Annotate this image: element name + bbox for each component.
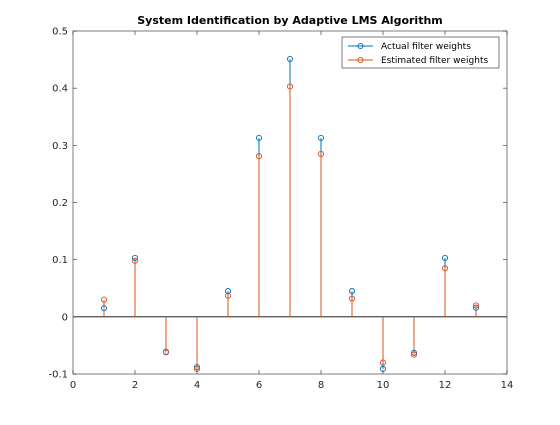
estimated-filter-weights-marker-5	[224, 292, 232, 299]
x-tick-label: 14	[501, 380, 514, 391]
estimated-filter-weights-marker-9	[348, 295, 356, 302]
x-tick-label: 2	[132, 380, 138, 391]
legend-box	[341, 36, 500, 69]
estimated-filter-weights-marker-7	[286, 83, 294, 90]
actual-filter-weights-marker-6	[255, 134, 263, 141]
y-tick-label: 0.1	[52, 255, 68, 266]
actual-filter-weights-marker-9	[348, 288, 356, 295]
actual-filter-weights-marker-8	[317, 134, 325, 141]
chart-title: System Identification by Adaptive LMS Al…	[137, 14, 443, 27]
actual-filter-weights-marker-2	[131, 254, 139, 262]
estimated-filter-weights-marker-8	[317, 150, 325, 157]
actual-filter-weights-marker-4	[193, 364, 201, 371]
legend-marker-estimated-filter-weights	[357, 56, 364, 64]
estimated-filter-weights-marker-11	[410, 351, 418, 358]
estimated-filter-weights-marker-3	[162, 348, 170, 355]
x-tick-label: 0	[70, 380, 76, 391]
legend: Actual filter weights Estimated filter we…	[341, 36, 500, 69]
y-tick-label: 0.5	[52, 27, 68, 38]
x-tick-label: 10	[377, 380, 390, 391]
x-tick-label: 4	[194, 380, 200, 391]
estimated-filter-weights-marker-13	[472, 302, 480, 309]
actual-filter-weights-marker-12	[441, 254, 449, 262]
y-tick-label: 0.4	[52, 84, 68, 95]
x-tick-label: 6	[256, 380, 262, 391]
y-tick-label: -0.1	[48, 370, 68, 381]
x-tick-label: 8	[318, 380, 324, 391]
estimated-filter-weights-marker-12	[441, 265, 449, 272]
y-tick-label: 0.2	[52, 198, 68, 209]
actual-filter-weights-marker-11	[410, 349, 418, 356]
legend-label-actual-filter-weights: Actual filter weights	[381, 42, 471, 52]
actual-filter-weights-marker-13	[472, 304, 480, 311]
estimated-filter-weights-marker-6	[255, 153, 263, 160]
y-tick-label: 0	[62, 312, 68, 323]
actual-filter-weights-marker-1	[100, 305, 108, 312]
actual-filter-weights-marker-5	[224, 288, 232, 295]
estimated-filter-weights-marker-2	[131, 257, 139, 264]
estimated-filter-weights-marker-10	[379, 359, 387, 366]
legend-label-estimated-filter-weights: Estimated filter weights	[381, 56, 488, 66]
actual-filter-weights-marker-7	[286, 55, 294, 63]
x-tick-label: 12	[439, 380, 452, 391]
estimated-filter-weights-marker-1	[100, 296, 108, 303]
y-tick-label: 0.3	[52, 141, 68, 152]
legend-marker-actual-filter-weights	[357, 42, 364, 50]
